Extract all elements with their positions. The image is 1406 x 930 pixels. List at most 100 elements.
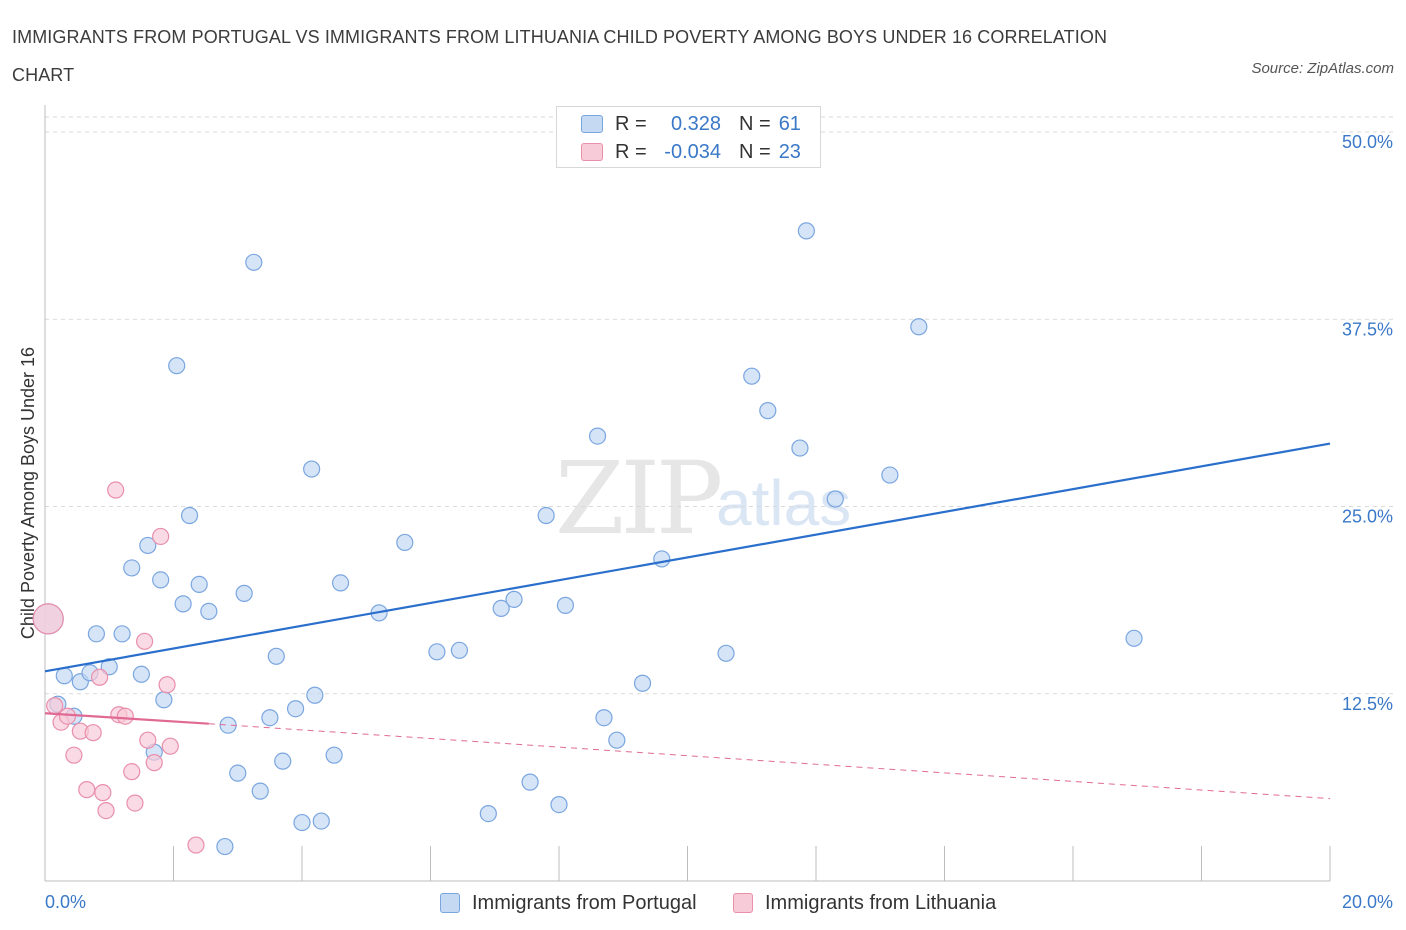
- portugal-point: [428, 643, 446, 661]
- lithuania-point: [97, 801, 115, 820]
- lithuania-point: [152, 527, 170, 546]
- legend-r-label: R =: [615, 112, 647, 135]
- legend-r-value: -0.034: [664, 140, 721, 163]
- portugal-point: [180, 506, 199, 525]
- portugal-point: [450, 641, 469, 659]
- portugal-point: [826, 490, 844, 508]
- portugal-point: [331, 574, 350, 592]
- lithuania-trendline: [208, 723, 1331, 800]
- lithuania-point: [46, 697, 64, 715]
- lithuania-point: [145, 754, 163, 772]
- chart-title: IMMIGRANTS FROM PORTUGAL VS IMMIGRANTS F…: [12, 27, 1108, 85]
- portugal-point: [881, 466, 899, 484]
- bottom-legend-label-portugal: Immigrants from Portugal: [472, 891, 697, 914]
- lithuania-point: [123, 763, 141, 781]
- stats-legend: R = 0.328 N = 61 R = -0.034 N = 23: [556, 106, 821, 168]
- lithuania-point: [94, 784, 112, 802]
- portugal-point: [743, 367, 761, 385]
- portugal-point: [492, 599, 510, 617]
- portugal-point: [139, 536, 157, 555]
- y-axis-label: Child Poverty Among Boys Under 16: [18, 347, 38, 639]
- portugal-point: [633, 674, 652, 692]
- portugal-point: [479, 804, 497, 823]
- legend-n-value: 23: [778, 140, 801, 163]
- legend-swatch-pink: [581, 143, 603, 161]
- portugal-point: [797, 222, 815, 240]
- portugal-point: [155, 691, 173, 709]
- x-tick-label: 20.0%: [1342, 892, 1393, 912]
- legend-n-label: N =: [739, 112, 771, 135]
- y-tick-label: 37.5%: [1342, 319, 1393, 339]
- portugal-point: [550, 796, 568, 814]
- legend-swatch-blue: [581, 115, 603, 133]
- lithuania-point: [161, 737, 179, 755]
- lithuania-point: [126, 794, 144, 812]
- portugal-point: [505, 590, 523, 608]
- y-tick-label: 50.0%: [1342, 132, 1393, 152]
- portugal-point: [113, 625, 131, 643]
- portugal-point: [251, 782, 269, 800]
- portugal-point: [396, 533, 414, 552]
- portugal-point: [216, 837, 234, 856]
- portugal-point: [556, 596, 575, 614]
- portugal-point: [267, 647, 285, 665]
- lithuania-point: [78, 781, 96, 799]
- bottom-legend-label-lithuania: Immigrants from Lithuania: [765, 891, 997, 914]
- portugal-point: [1125, 629, 1143, 647]
- portugal-point: [87, 625, 106, 643]
- portugal-point: [200, 602, 218, 620]
- portugal-point: [910, 318, 928, 336]
- legend-r-value: 0.328: [670, 112, 721, 135]
- bottom-legend-swatch-pink: [733, 893, 753, 913]
- y-tick-label: 25.0%: [1342, 507, 1393, 527]
- lithuania-point: [65, 746, 83, 764]
- bottom-legend-swatch-blue: [440, 893, 460, 913]
- portugal-point: [293, 813, 311, 832]
- portugal-point: [55, 667, 73, 685]
- portugal-point: [537, 506, 555, 525]
- bottom-legend-portugal: Immigrants from Portugal: [440, 890, 697, 916]
- lithuania-point: [58, 707, 77, 725]
- portugal-point: [306, 686, 324, 704]
- lithuania-point: [84, 724, 102, 742]
- lithuania-point: [107, 481, 125, 499]
- lithuania-point: [116, 707, 134, 725]
- portugal-point: [717, 644, 735, 662]
- portugal-trendline: [44, 442, 1331, 673]
- portugal-point: [274, 752, 292, 770]
- portugal-point: [791, 439, 809, 457]
- lithuania-point: [91, 668, 109, 686]
- source-label: Source: ZipAtlas.com: [1251, 60, 1394, 77]
- portugal-point: [174, 595, 192, 613]
- portugal-point: [653, 550, 671, 568]
- legend-row-lithuania: R = -0.034 N = 23: [581, 139, 801, 165]
- portugal-point: [190, 575, 208, 593]
- lithuania-point: [187, 836, 205, 854]
- lithuania-trendline: [44, 712, 209, 725]
- portugal-point: [132, 665, 150, 683]
- y-tick-label: 12.5%: [1342, 694, 1393, 714]
- lithuania-point: [32, 603, 64, 635]
- legend-n-label: N =: [739, 140, 771, 163]
- x-tick-label: 0.0%: [45, 892, 86, 912]
- legend-row-portugal: R = 0.328 N = 61: [581, 111, 801, 137]
- portugal-point: [286, 700, 305, 718]
- portugal-point: [325, 746, 343, 764]
- legend-n-value: 61: [778, 112, 801, 135]
- portugal-point: [312, 812, 330, 830]
- portugal-point: [588, 427, 607, 445]
- portugal-point: [521, 773, 539, 791]
- portugal-point: [123, 559, 141, 577]
- portugal-point: [229, 764, 247, 782]
- portugal-point: [303, 460, 321, 478]
- portugal-point: [608, 731, 626, 749]
- portugal-point: [759, 402, 777, 420]
- portugal-point: [152, 571, 170, 589]
- legend-r-label: R =: [615, 140, 647, 163]
- lithuania-point: [135, 632, 154, 650]
- watermark-zip: ZIP: [555, 440, 723, 557]
- portugal-point: [595, 709, 613, 727]
- portugal-point: [245, 253, 263, 271]
- portugal-point: [235, 584, 253, 602]
